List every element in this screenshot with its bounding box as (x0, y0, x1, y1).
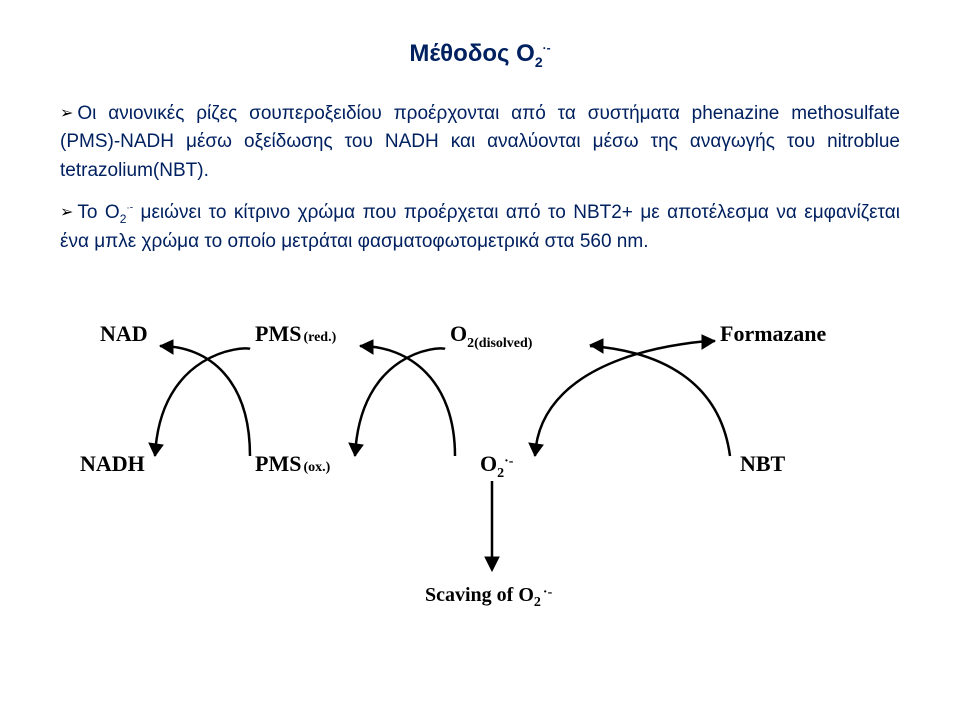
title-sub: 2 (535, 54, 543, 70)
label-formazane: Formazane (720, 321, 827, 346)
label-o2-minus: O2·- (480, 451, 514, 481)
label-nad: NAD (100, 321, 148, 346)
arc-3-up (535, 341, 715, 456)
arc-1-down (160, 346, 250, 456)
page-title: Μέθοδος O2·- (60, 40, 900, 70)
label-nadh: NADH (80, 451, 145, 476)
label-nbt: NBT (740, 451, 786, 476)
arrowhead-2b-icon (360, 340, 373, 354)
arc-1-up (155, 348, 250, 456)
para2-sub: 2 (120, 212, 127, 226)
title-text: Μέθοδος O (409, 40, 534, 67)
arrowhead-1b-icon (160, 340, 173, 354)
arrowhead-down-icon (485, 557, 499, 571)
bullet-icon: ➢ (60, 102, 73, 126)
label-pms-red: PMS(red.) (255, 321, 337, 346)
para2-pre: Το O (77, 202, 119, 223)
paragraph-2: ➢Το O2·- μειώνει το κίτρινο χρώμα που πρ… (60, 199, 900, 256)
arrowhead-3c-icon (702, 335, 715, 349)
paragraph-1: ➢Οι ανιονικές ρίζες σουπεροξειδίου προέρ… (60, 100, 900, 186)
para1-text: Οι ανιονικές ρίζες σουπεροξειδίου προέρχ… (60, 103, 900, 181)
bullet-icon: ➢ (60, 201, 73, 225)
arrowhead-2a-icon (349, 443, 363, 456)
title-sup: ·- (543, 41, 551, 55)
label-pms-ox: PMS(ox.) (255, 451, 331, 476)
arc-2-down (360, 346, 455, 456)
caption-scaving: Scaving of O2·- (425, 584, 553, 610)
para2-post: μειώνει το κίτρινο χρώμα που προέρχεται … (60, 202, 900, 252)
arrowhead-1a-icon (149, 443, 163, 456)
arc-2-up (355, 348, 445, 456)
arrowhead-3a-icon (529, 443, 543, 456)
arrowhead-3b-icon (590, 339, 603, 353)
reaction-diagram: NAD PMS(red.) O2(disolved) Formazane NAD… (60, 311, 900, 621)
label-o2-dissolved: O2(disolved) (450, 321, 533, 351)
